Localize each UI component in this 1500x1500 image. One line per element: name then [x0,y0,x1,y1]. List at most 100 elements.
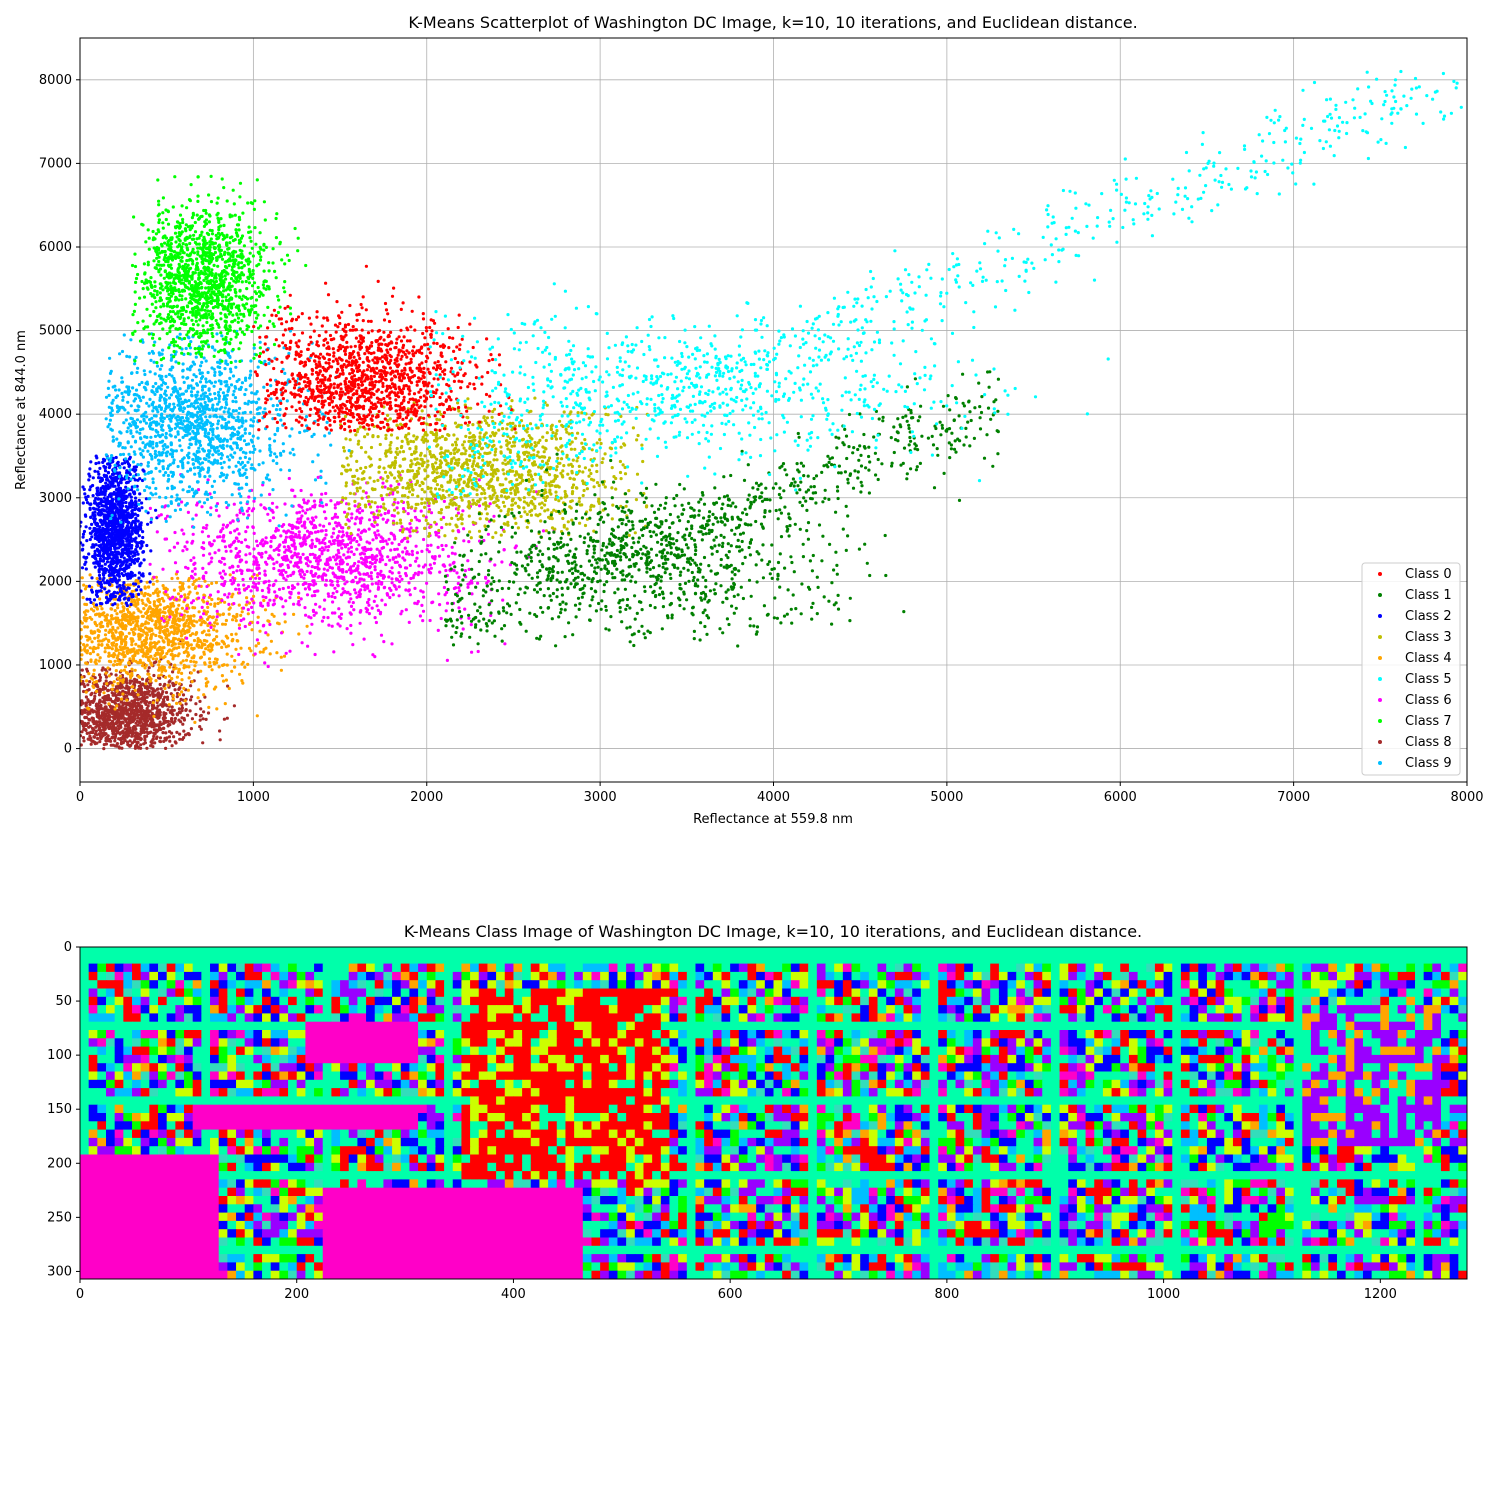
scatter-point [230,669,234,673]
scatter-point [221,622,225,626]
scatter-point [187,733,191,737]
scatter-point [115,562,119,566]
scatter-point [189,558,193,563]
scatter-point [340,546,344,550]
scatter-point [163,675,168,680]
scatter-point [370,562,374,566]
scatter-point [116,571,120,575]
scatter-point [177,667,181,671]
scatter-point [362,548,366,552]
scatter-point [128,544,132,548]
scatter-point [123,646,128,650]
scatter-point [131,550,135,554]
scatter-point [358,610,362,614]
scatter-point [182,686,186,691]
scatter-point [103,733,107,737]
scatter-point [227,612,231,616]
scatter-point [284,599,288,603]
scatter-point [349,545,353,549]
scatter-point [217,665,221,669]
scatter-point [130,667,134,671]
scatter-point [87,636,92,640]
scatter-point [248,621,252,625]
scatter-point [146,704,150,708]
scatter-point [209,560,213,564]
scatter-point [178,711,182,715]
scatter-point [390,642,394,646]
scatter-point [313,590,317,594]
scatter-point [193,664,197,668]
scatter-point [152,731,156,735]
scatter-point [262,598,266,603]
scatter-point [376,587,380,591]
scatter-point [267,590,271,594]
scatter-point [167,674,171,678]
scatter-point [95,712,99,716]
scatter-point [145,713,149,717]
scatter-point [201,717,205,721]
scatter-point [111,617,115,621]
scatter-point [367,603,371,607]
scatter-point [95,594,99,599]
scatter-point [160,667,164,672]
scatter-point [168,739,172,743]
scatter-point [125,603,129,608]
scatter-point [92,598,97,602]
scatter-point [84,560,88,564]
scatter-point [158,682,162,687]
scatter-point [196,696,200,700]
scatter-point [429,566,433,570]
scatter-point [138,477,142,481]
scatter-point [266,664,270,669]
scatter-point [298,536,302,540]
scatter-point [116,603,120,607]
scatter-point [157,613,161,618]
scatter-point [103,695,107,699]
scatter-point [150,711,154,715]
scatter-point [416,573,420,577]
scatter-point [175,695,179,699]
scatter-point [368,541,372,545]
scatter-point [133,573,137,577]
scatter-point [134,468,138,472]
scatter-point [291,571,295,575]
scatter-point [84,690,88,694]
scatter-point [313,565,317,570]
scatter-point [105,530,109,534]
scatter-point [126,740,130,744]
scatter-point [116,676,120,680]
scatter-point [378,557,382,561]
scatter-point [222,717,226,721]
scatter-point [85,539,89,543]
scatter-point [180,678,184,682]
scatter-point [222,583,226,588]
scatter-point [272,566,276,571]
scatter-point [439,616,443,621]
scatter-point [381,481,385,485]
scatter-point [119,632,123,636]
scatter-point [170,677,174,681]
scatter-point [98,532,102,536]
scatter-point [94,662,98,666]
scatter-point [144,655,148,659]
scatter-point [306,499,310,503]
scatter-point [81,543,85,547]
scatter-point [87,584,92,588]
scatter-point [112,543,116,547]
scatter-point [207,705,211,710]
scatter-point [313,652,317,657]
scatter-point [153,604,157,608]
scatter-point [452,569,456,573]
scatter-point [343,510,347,514]
scatter-point [178,701,182,706]
scatter-point [115,591,120,595]
scatter-point [193,561,197,565]
scatter-point [163,611,167,615]
scatter-point [160,616,164,621]
scatter-point [89,460,93,464]
scatter-point [326,592,330,596]
scatter-point [379,505,383,509]
scatter-point [123,559,127,563]
scatter-point [309,616,313,620]
scatter-point [103,633,108,637]
